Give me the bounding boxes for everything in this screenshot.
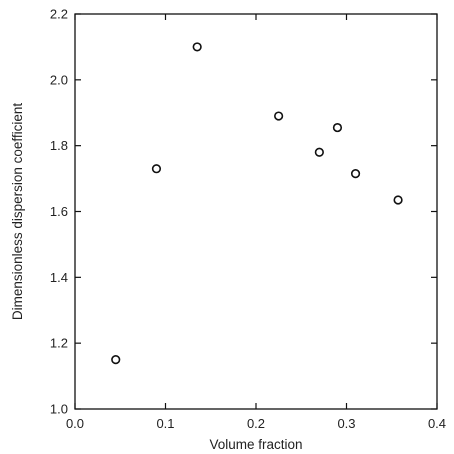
x-tick-label: 0.3	[337, 416, 355, 431]
data-point	[350, 169, 361, 179]
x-axis-label: Volume fraction	[209, 437, 302, 452]
y-tick-label: 2.2	[50, 7, 68, 22]
y-tick-label: 2.0	[50, 72, 68, 87]
x-tick-label: 0.4	[428, 416, 446, 431]
x-tick-label: 0.0	[66, 416, 84, 431]
plot-frame	[74, 13, 438, 410]
data-point	[192, 42, 202, 52]
data-point	[314, 147, 324, 157]
y-axis-label: Dimensionless dispersion coefficient	[10, 103, 25, 321]
x-tick-label: 0.1	[156, 416, 174, 431]
y-tick-label: 1.8	[50, 138, 68, 153]
data-point	[151, 164, 162, 174]
data-point	[393, 195, 403, 205]
data-points	[111, 42, 403, 365]
data-point	[111, 355, 121, 365]
plot-border	[74, 13, 438, 410]
y-tick-label: 1.6	[50, 204, 68, 219]
y-tick-label: 1.0	[50, 402, 68, 417]
y-tick-label: 1.4	[50, 270, 68, 285]
x-tick-label: 0.2	[247, 416, 265, 431]
y-tick-label: 1.2	[50, 336, 68, 351]
axis-ticks: 0.0 0.1 0.2 0.3 0.4 1.0 1.2 1.4 1.6 1.8 2.0 2.2	[50, 7, 446, 432]
data-point	[274, 111, 284, 121]
data-point	[332, 122, 343, 133]
